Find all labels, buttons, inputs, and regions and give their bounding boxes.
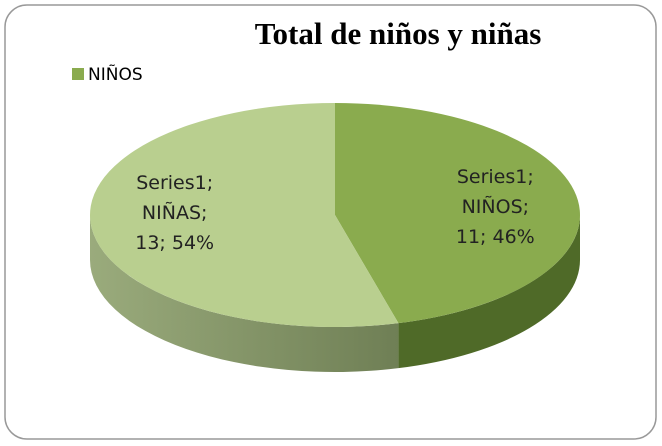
pie-slice	[335, 103, 581, 324]
data-label: Series1; NIÑAS; 13; 54%	[135, 171, 215, 254]
pie-slice	[90, 103, 399, 327]
data-label: Series1; NIÑOS; 11; 46%	[455, 166, 535, 249]
legend-swatch	[72, 68, 84, 80]
legend-label: NIÑOS	[88, 63, 143, 85]
chart-title: Total de niños y niñas	[255, 16, 542, 51]
slice-side	[398, 215, 580, 369]
slice-side	[89, 215, 399, 372]
